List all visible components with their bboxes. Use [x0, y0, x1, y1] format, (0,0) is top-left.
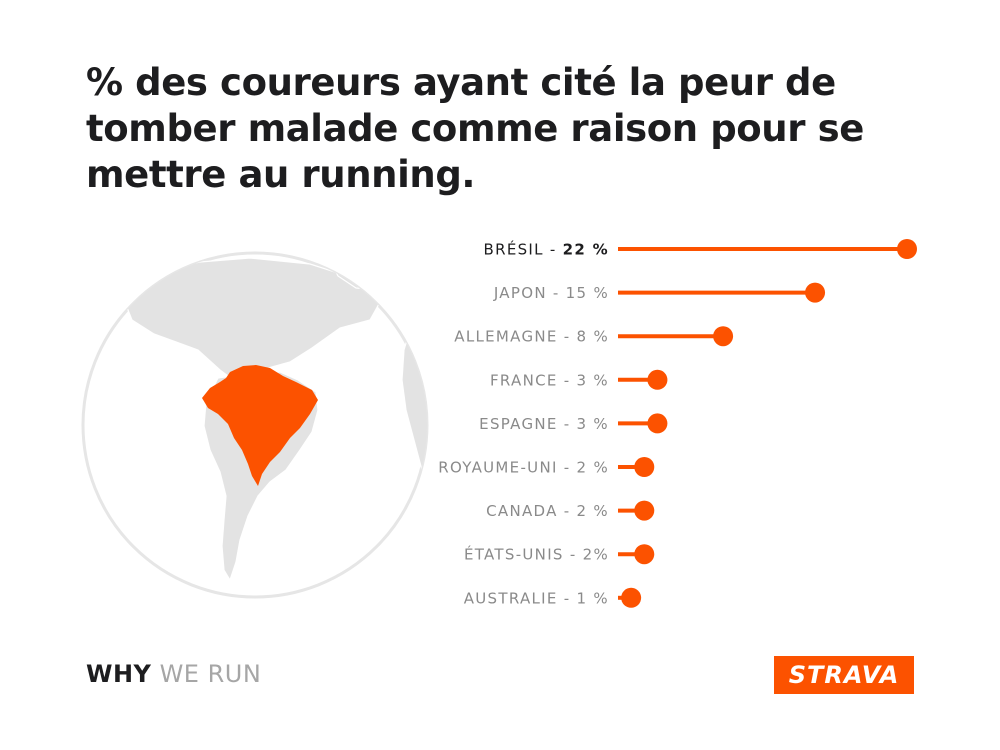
north-america-shape: [119, 257, 381, 383]
bar-dot: [634, 544, 655, 565]
bar-dot: [897, 239, 917, 259]
category-label: BRÉSIL - 22 %: [484, 240, 609, 259]
footer-tagline: WHY WE RUN: [86, 660, 261, 688]
chart-row: FRANCE - 3 %: [490, 369, 668, 390]
bar-dot: [713, 326, 734, 347]
category-label: ALLEMAGNE - 8 %: [454, 328, 609, 346]
chart-row: CANADA - 2 %: [486, 500, 655, 521]
category-label: ROYAUME-UNI - 2 %: [438, 459, 609, 477]
bar-dot: [621, 587, 642, 608]
bar-dot: [805, 282, 826, 303]
footer-tagline-light: WE RUN: [159, 660, 262, 688]
chart-row: AUSTRALIE - 1 %: [464, 587, 642, 608]
bar-dot: [647, 369, 668, 390]
bar-dot: [647, 413, 668, 434]
brazil-highlight: [202, 365, 318, 486]
category-label: JAPON - 15 %: [493, 284, 609, 302]
strava-logo: STRAVA: [774, 656, 914, 694]
category-label: ESPAGNE - 3 %: [479, 415, 609, 433]
chart-title: % des coureurs ayant cité la peur de tom…: [86, 61, 864, 196]
chart-row: BRÉSIL - 22 %: [484, 239, 917, 259]
category-label: CANADA - 2 %: [486, 502, 609, 520]
category-label: ÉTATS-UNIS - 2%: [464, 545, 609, 564]
bar-dot: [634, 457, 655, 477]
category-label: FRANCE - 3 %: [490, 371, 609, 389]
chart-row: ROYAUME-UNI - 2 %: [438, 457, 655, 477]
chart-row: ÉTATS-UNIS - 2%: [464, 544, 655, 565]
chart-row: ALLEMAGNE - 8 %: [454, 326, 734, 347]
footer-tagline-strong: WHY: [86, 660, 152, 688]
chart-row: ESPAGNE - 3 %: [479, 413, 668, 434]
globe-map-illustration: [81, 251, 429, 599]
category-label: AUSTRALIE - 1 %: [464, 589, 609, 607]
bar-dot: [634, 500, 655, 521]
chart-row: JAPON - 15 %: [493, 282, 826, 303]
